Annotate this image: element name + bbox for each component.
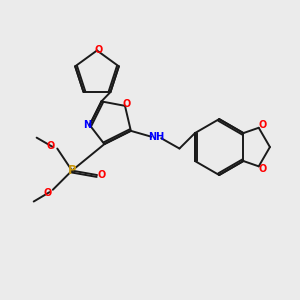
Text: NH: NH — [148, 132, 164, 142]
Text: O: O — [258, 120, 267, 130]
Text: O: O — [44, 188, 52, 198]
Text: N: N — [83, 120, 91, 130]
Text: O: O — [98, 170, 106, 180]
Text: O: O — [94, 46, 103, 56]
Text: O: O — [123, 99, 131, 110]
Text: O: O — [258, 164, 267, 174]
Text: P: P — [68, 164, 76, 177]
Text: O: O — [46, 142, 55, 152]
